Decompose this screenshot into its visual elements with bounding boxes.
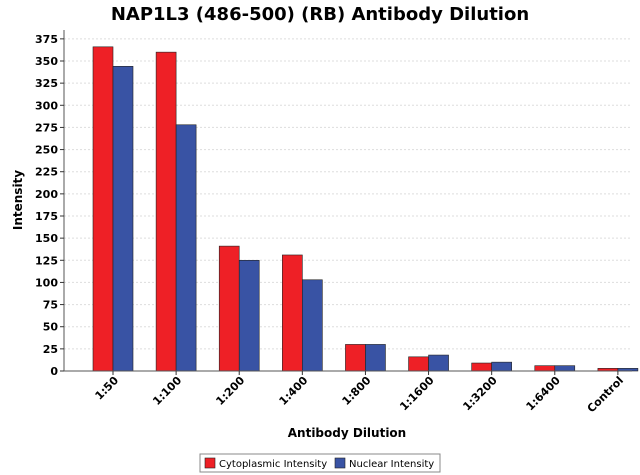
x-tick-label: 1:3200 [460, 374, 500, 414]
bar-nuclear [175, 124, 197, 372]
y-axis-label: Intensity [11, 170, 25, 230]
bar-cytoplasmic [92, 46, 114, 372]
y-tick-label: 50 [43, 321, 59, 334]
y-tick-label: 125 [35, 254, 58, 267]
bar-cytoplasmic [534, 365, 556, 372]
bar-cytoplasmic [408, 356, 429, 372]
bars [92, 46, 639, 372]
bar-nuclear [365, 344, 386, 372]
y-tick-label: 25 [43, 343, 58, 356]
bar-nuclear [238, 259, 260, 372]
x-tick-label: Control [585, 374, 626, 415]
y-tick-label: 300 [35, 99, 58, 112]
bar-cytoplasmic [218, 245, 240, 372]
y-tick-label: 350 [35, 55, 58, 68]
bar-cytoplasmic [282, 254, 303, 372]
legend: Cytoplasmic Intensity Nuclear Intensity [199, 453, 441, 473]
bar-cytoplasmic [471, 362, 492, 372]
bar-nuclear [112, 66, 134, 372]
axes [63, 30, 632, 372]
x-tick-label: 1:400 [277, 374, 311, 408]
x-tick-label: 1:50 [93, 374, 122, 403]
bar-nuclear [302, 279, 323, 372]
x-axis-ticks: 1:50 1:100 1:200 1:400 1:800 1:1600 1:3200 1:64… [93, 371, 626, 415]
y-tick-label: 275 [35, 121, 58, 134]
y-tick-label: 200 [35, 188, 58, 201]
y-tick-label: 325 [35, 77, 58, 90]
grid [64, 38, 632, 372]
x-tick-label: 1:800 [340, 374, 374, 408]
x-axis-label: Antibody Dilution [288, 426, 406, 440]
y-tick-label: 150 [35, 232, 58, 245]
x-tick-label: 1:6400 [524, 374, 564, 414]
y-tick-label: 250 [35, 144, 58, 157]
y-tick-label: 75 [43, 299, 58, 312]
y-tick-label: 375 [35, 33, 58, 46]
x-tick-label: 1:200 [213, 374, 247, 408]
y-axis-ticks: 0 25 50 75 100 125 150 175 200 225 250 275 300 325 350… [35, 33, 64, 378]
bar-cytoplasmic [345, 344, 366, 372]
legend-label: Cytoplasmic Intensity [219, 459, 327, 470]
y-tick-label: 175 [35, 210, 58, 223]
legend-box [199, 453, 441, 473]
x-tick-label: 1:1600 [397, 374, 437, 414]
y-tick-label: 225 [35, 166, 58, 179]
x-tick-label: 1:100 [150, 374, 184, 408]
y-tick-label: 100 [35, 276, 58, 289]
legend-swatch [204, 457, 216, 469]
legend-label: Nuclear Intensity [349, 459, 434, 470]
legend-swatch [334, 457, 346, 469]
chart-title: NAP1L3 (486-500) (RB) Antibody Dilution [111, 4, 529, 25]
y-tick-label: 0 [50, 365, 58, 378]
bar-nuclear [491, 361, 512, 372]
bar-nuclear [554, 365, 576, 372]
bar-nuclear [428, 354, 449, 372]
bar-cytoplasmic [155, 51, 177, 372]
